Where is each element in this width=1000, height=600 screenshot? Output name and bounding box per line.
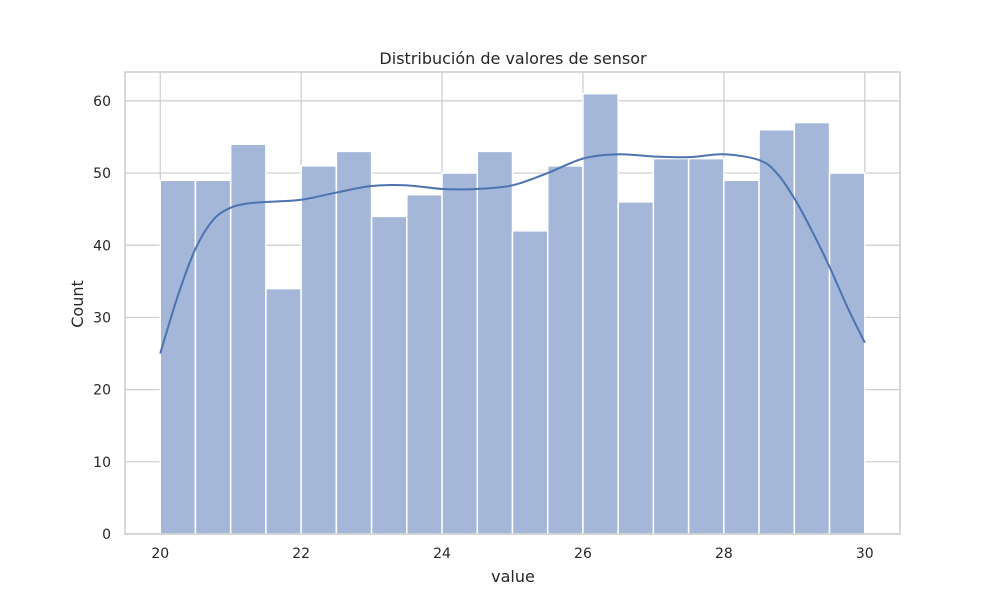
histogram-bar [687, 157, 725, 535]
histogram-bar [652, 157, 690, 535]
chart-title: Distribución de valores de sensor [379, 49, 647, 68]
histogram-bar [194, 179, 232, 535]
kde-curve [159, 153, 866, 354]
histogram-bar [335, 150, 373, 535]
histogram-bar [300, 165, 338, 535]
y-tick-label: 10 [93, 455, 111, 471]
histogram-bar [582, 92, 619, 535]
histogram-bar [406, 193, 443, 535]
y-tick-label: 0 [102, 527, 111, 543]
histogram-bar [265, 287, 302, 535]
x-tick-label: 26 [574, 546, 592, 562]
histogram-bar [758, 129, 796, 535]
histogram-bar [723, 179, 760, 535]
histogram-bar [511, 230, 549, 535]
histogram-bar [441, 172, 479, 535]
histogram-bar [793, 121, 831, 535]
histogram-bar [476, 150, 514, 535]
x-axis-label: value [491, 567, 535, 586]
y-tick-label: 50 [93, 166, 111, 182]
y-axis-label: Count [68, 280, 87, 328]
x-tick-labels: 20 22 24 26 28 30 [151, 546, 873, 562]
x-tick-label: 28 [715, 546, 733, 562]
x-tick-label: 20 [151, 546, 169, 562]
y-tick-label: 40 [93, 238, 111, 254]
y-tick-label: 20 [93, 383, 111, 399]
histogram-bar [370, 215, 408, 535]
y-tick-label: 60 [93, 94, 111, 110]
histogram-bar [546, 165, 584, 535]
x-tick-label: 30 [856, 546, 874, 562]
x-tick-label: 24 [433, 546, 451, 562]
y-tick-label: 30 [93, 310, 111, 326]
histogram-bar [159, 179, 197, 535]
plot-frame [124, 71, 901, 535]
y-tick-labels: 0 10 20 30 40 50 60 [93, 94, 111, 543]
histogram-bar [229, 143, 267, 535]
histogram-bar [828, 172, 866, 535]
kde-curve-group [159, 153, 866, 354]
histogram-bar [617, 201, 655, 535]
x-tick-label: 22 [292, 546, 310, 562]
